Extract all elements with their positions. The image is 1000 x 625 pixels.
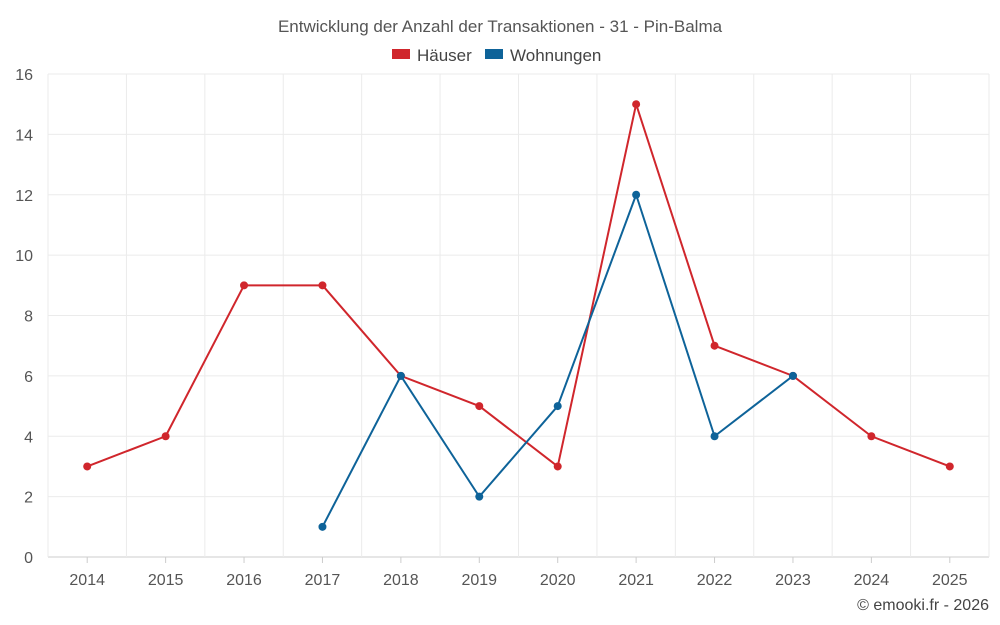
x-tick-label: 2025 xyxy=(932,572,968,589)
data-point-0-3[interactable] xyxy=(318,281,327,290)
y-tick-label: 8 xyxy=(24,309,33,326)
x-tick-label: 2022 xyxy=(697,572,733,589)
legend-label-wohnungen: Wohnungen xyxy=(510,46,601,65)
x-tick-label: 2014 xyxy=(69,572,105,589)
x-tick-label: 2020 xyxy=(540,572,576,589)
y-tick-label: 4 xyxy=(24,429,33,446)
data-point-1-3[interactable] xyxy=(318,522,327,531)
y-tick-label: 2 xyxy=(24,490,33,507)
y-tick-label: 0 xyxy=(24,550,33,567)
chart-title: Entwicklung der Anzahl der Transaktionen… xyxy=(278,17,723,36)
x-tick-label: 2016 xyxy=(226,572,262,589)
data-point-1-9[interactable] xyxy=(788,371,797,380)
data-point-0-2[interactable] xyxy=(240,281,249,290)
data-point-1-7[interactable] xyxy=(632,190,641,199)
x-axis-ticks: 2014 2015 2016 2017 2018 2019 2020 2021 2022 2023… xyxy=(69,557,968,589)
series-line-1 xyxy=(321,193,794,528)
grid xyxy=(47,73,990,558)
series-line-0 xyxy=(86,103,951,468)
y-tick-label: 12 xyxy=(15,188,33,205)
legend-label-haeuser: Häuser xyxy=(417,46,472,65)
data-point-0-6[interactable] xyxy=(553,462,562,471)
data-point-0-8[interactable] xyxy=(710,341,719,350)
credit-text: © emooki.fr - 2026 xyxy=(857,597,989,614)
data-point-0-1[interactable] xyxy=(161,432,170,441)
x-tick-label: 2023 xyxy=(775,572,811,589)
x-tick-label: 2021 xyxy=(618,572,654,589)
x-tick-label: 2024 xyxy=(854,572,890,589)
y-tick-label: 6 xyxy=(24,369,33,386)
data-point-0-10[interactable] xyxy=(867,432,876,441)
y-tick-label: 14 xyxy=(15,127,33,144)
data-point-0-0[interactable] xyxy=(83,462,92,471)
x-tick-label: 2019 xyxy=(461,572,497,589)
y-tick-label: 16 xyxy=(15,67,33,84)
data-point-1-4[interactable] xyxy=(396,371,405,380)
legend: Häuser Wohnungen xyxy=(392,46,601,65)
data-point-1-6[interactable] xyxy=(553,402,562,411)
y-tick-label: 10 xyxy=(15,248,33,265)
data-point-0-5[interactable] xyxy=(475,402,484,411)
series-layer xyxy=(83,100,954,531)
data-point-1-8[interactable] xyxy=(710,432,719,441)
y-axis-ticks: 0 2 4 6 8 10 12 14 16 xyxy=(15,67,33,567)
data-point-0-7[interactable] xyxy=(632,100,641,109)
legend-swatch-haeuser xyxy=(392,49,410,59)
data-point-1-5[interactable] xyxy=(475,492,484,501)
legend-swatch-wohnungen xyxy=(485,49,503,59)
data-point-0-11[interactable] xyxy=(945,462,954,471)
x-tick-label: 2015 xyxy=(148,572,184,589)
x-tick-label: 2017 xyxy=(305,572,341,589)
x-tick-label: 2018 xyxy=(383,572,419,589)
